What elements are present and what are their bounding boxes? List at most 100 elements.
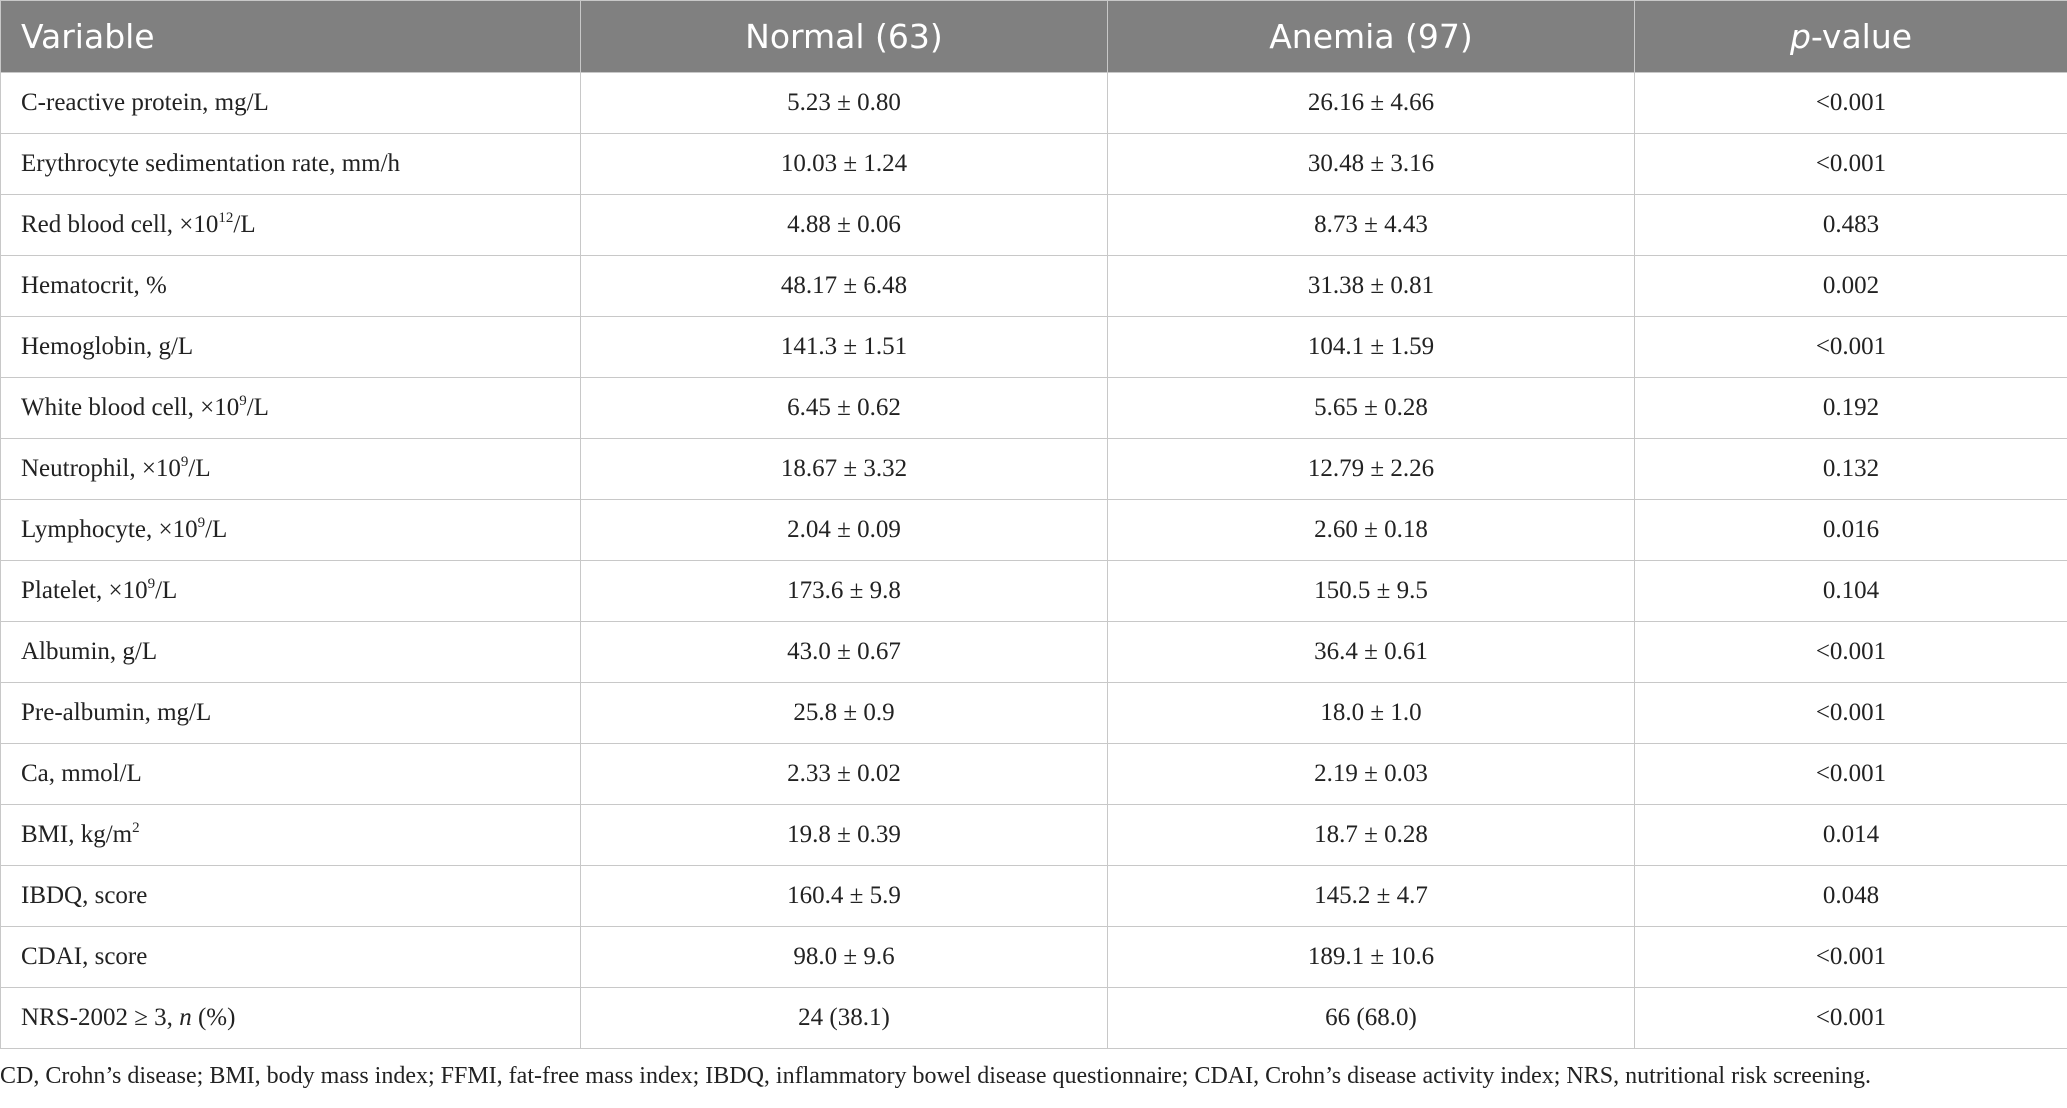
cell-text: 2.19 ± 0.03 [1314, 760, 1428, 787]
cell-text: Normal (63) [745, 17, 943, 56]
cell-text: 25.8 ± 0.9 [793, 699, 895, 726]
cell-text: 18.7 ± 0.28 [1314, 821, 1428, 848]
cell-text: /L [155, 577, 178, 604]
cell-text: <0.001 [1815, 699, 1887, 726]
cell-text: 0.104 [1822, 577, 1880, 604]
value-cell: 0.048 [1634, 865, 2067, 927]
value-cell: 43.0 ± 0.67 [580, 621, 1108, 683]
superscript: 9 [239, 393, 247, 409]
variable-cell: IBDQ, score [0, 865, 581, 927]
superscript: 9 [197, 515, 206, 531]
header-cell: Variable [0, 0, 581, 73]
table-row: IBDQ, score 160.4 ± 5.9 145.2 ± 4.7 0.048 [0, 865, 2067, 927]
cell-text: Erythrocyte sedimentation rate, mm/h [21, 150, 401, 177]
cell-text: 48.17 ± 6.48 [780, 272, 908, 299]
value-cell: 145.2 ± 4.7 [1107, 865, 1635, 927]
cell-text: 31.38 ± 0.81 [1307, 272, 1435, 299]
variable-cell: Hematocrit, % [0, 255, 581, 317]
value-cell: 2.60 ± 0.18 [1107, 499, 1635, 561]
value-cell: <0.001 [1634, 72, 2067, 134]
cell-text: 12.79 ± 2.26 [1307, 455, 1435, 482]
cell-text: (%) [191, 1004, 236, 1031]
value-cell: <0.001 [1634, 133, 2067, 195]
value-cell: 98.0 ± 9.6 [580, 926, 1108, 988]
variable-cell: Lymphocyte, ×109/L [0, 499, 581, 561]
cell-text: 145.2 ± 4.7 [1314, 882, 1428, 909]
cell-text: /L [233, 211, 256, 238]
variable-cell: CDAI, score [0, 926, 581, 988]
value-cell: 0.483 [1634, 194, 2067, 256]
table-row: Erythrocyte sedimentation rate, mm/h 10.0… [0, 133, 2067, 195]
value-cell: 25.8 ± 0.9 [580, 682, 1108, 744]
table-row: Ca, mmol/L 2.33 ± 0.02 2.19 ± 0.03 <0.001 [0, 743, 2067, 805]
cell-text: Red blood cell, ×10 [21, 211, 219, 238]
value-cell: 0.002 [1634, 255, 2067, 317]
cell-text: CDAI, score [21, 943, 148, 970]
table-row: Platelet, ×109/L 173.6 ± 9.8 150.5 ± 9.5 0.… [0, 560, 2067, 622]
header-cell: Normal (63) [580, 0, 1108, 73]
cell-text: Neutrophil, ×10 [21, 455, 181, 482]
cell-text: <0.001 [1815, 760, 1887, 787]
value-cell: 18.0 ± 1.0 [1107, 682, 1635, 744]
cell-text: C-reactive protein, mg/L [21, 89, 269, 116]
superscript: 12 [218, 210, 234, 226]
cell-text: 6.45 ± 0.62 [787, 394, 901, 421]
value-cell: 173.6 ± 9.8 [580, 560, 1108, 622]
value-cell: 18.7 ± 0.28 [1107, 804, 1635, 866]
value-cell: 141.3 ± 1.51 [580, 316, 1108, 378]
cell-text: 0.132 [1822, 455, 1880, 482]
cell-text: 19.8 ± 0.39 [787, 821, 901, 848]
value-cell: 19.8 ± 0.39 [580, 804, 1108, 866]
cell-text: 98.0 ± 9.6 [793, 943, 895, 970]
variable-cell: Albumin, g/L [0, 621, 581, 683]
value-cell: 150.5 ± 9.5 [1107, 560, 1635, 622]
value-cell: 0.014 [1634, 804, 2067, 866]
variable-cell: Red blood cell, ×1012/L [0, 194, 581, 256]
value-cell: <0.001 [1634, 316, 2067, 378]
cell-text: 43.0 ± 0.67 [787, 638, 901, 665]
value-cell: 66 (68.0) [1107, 987, 1635, 1049]
cell-text: Anemia (97) [1269, 17, 1473, 56]
cell-text: 0.002 [1822, 272, 1880, 299]
cell-text: 2.60 ± 0.18 [1314, 516, 1428, 543]
cell-text: Hemoglobin, g/L [21, 333, 194, 360]
cell-text: 141.3 ± 1.51 [780, 333, 908, 360]
table-header: Variable Normal (63) Anemia (97) p-value [0, 0, 2067, 73]
cell-text: 24 (38.1) [798, 1004, 890, 1031]
cell-text: 36.4 ± 0.61 [1314, 638, 1428, 665]
cell-text: 0.014 [1822, 821, 1880, 848]
cell-text: Pre-albumin, mg/L [21, 699, 212, 726]
cell-text: 8.73 ± 4.43 [1314, 211, 1428, 238]
data-table: Variable Normal (63) Anemia (97) p-value C-… [0, 0, 2067, 1049]
cell-text: 18.67 ± 3.32 [780, 455, 908, 482]
cell-text: /L [188, 455, 211, 482]
value-cell: 0.016 [1634, 499, 2067, 561]
cell-text: 2.04 ± 0.09 [787, 516, 901, 543]
variable-cell: Erythrocyte sedimentation rate, mm/h [0, 133, 581, 195]
variable-cell: Pre-albumin, mg/L [0, 682, 581, 744]
cell-text: 26.16 ± 4.66 [1307, 89, 1435, 116]
cell-text: 2.33 ± 0.02 [787, 760, 901, 787]
table-body: C-reactive protein, mg/L 5.23 ± 0.80 26.16… [0, 72, 2067, 1049]
cell-text: /L [205, 516, 228, 543]
value-cell: 36.4 ± 0.61 [1107, 621, 1635, 683]
value-cell: 8.73 ± 4.43 [1107, 194, 1635, 256]
value-cell: 2.04 ± 0.09 [580, 499, 1108, 561]
value-cell: 160.4 ± 5.9 [580, 865, 1108, 927]
cell-text: 0.048 [1822, 882, 1880, 909]
table-row: Pre-albumin, mg/L 25.8 ± 0.9 18.0 ± 1.0 <0.… [0, 682, 2067, 744]
value-cell: 5.23 ± 0.80 [580, 72, 1108, 134]
value-cell: <0.001 [1634, 682, 2067, 744]
value-cell: 10.03 ± 1.24 [580, 133, 1108, 195]
value-cell: 18.67 ± 3.32 [580, 438, 1108, 500]
cell-text: 5.65 ± 0.28 [1314, 394, 1428, 421]
cell-text: <0.001 [1815, 943, 1887, 970]
value-cell: 0.192 [1634, 377, 2067, 439]
cell-text: 5.23 ± 0.80 [787, 89, 901, 116]
value-cell: <0.001 [1634, 987, 2067, 1049]
cell-text: p [1789, 17, 1811, 56]
cell-text: 18.0 ± 1.0 [1320, 699, 1422, 726]
value-cell: 24 (38.1) [580, 987, 1108, 1049]
table-row: White blood cell, ×109/L 6.45 ± 0.62 5.65 … [0, 377, 2067, 439]
cell-text: <0.001 [1815, 333, 1887, 360]
